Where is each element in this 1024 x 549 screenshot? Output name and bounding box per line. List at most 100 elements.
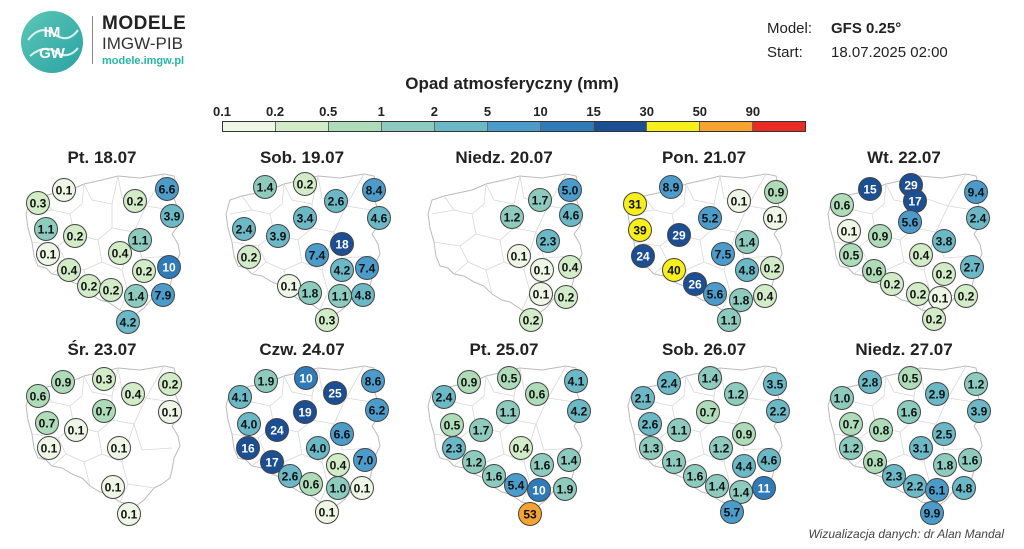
- precip-bubble: 3.4: [293, 206, 317, 230]
- precip-value: 4.8: [739, 264, 756, 278]
- precip-value: 2.4: [970, 212, 987, 226]
- precip-value: 1.2: [713, 442, 730, 456]
- precip-value: 1.2: [968, 378, 985, 392]
- precip-value: 2.3: [886, 470, 903, 484]
- precip-circle: [57, 258, 81, 282]
- region-border: [265, 239, 303, 271]
- precip-value: 7.4: [359, 262, 376, 276]
- legend-swatch: [753, 122, 805, 131]
- model-label: Model:: [767, 20, 813, 37]
- imgw-logo: IM GW: [21, 11, 83, 73]
- day-title: Wt. 22.07: [867, 148, 941, 167]
- precip-bubble: 0.4: [108, 241, 132, 265]
- precip-bubble: 6.6: [155, 177, 179, 201]
- precip-circle: [99, 278, 123, 302]
- precip-value: 39: [633, 224, 647, 238]
- precip-bubble: 1.4: [705, 474, 729, 498]
- precip-circle: [869, 418, 893, 442]
- precip-value: 2.4: [236, 223, 253, 237]
- precip-bubble: 5.2: [698, 206, 722, 230]
- precip-value: 15: [863, 183, 877, 197]
- precip-bubble: 18: [330, 232, 354, 256]
- legend-swatch: [276, 122, 329, 131]
- brand-url[interactable]: modele.imgw.pl: [102, 55, 185, 67]
- brand-title: MODELE: [102, 13, 187, 34]
- svg-text:IM: IM: [44, 24, 61, 41]
- precip-circle: [158, 400, 182, 424]
- precip-circle: [266, 224, 290, 248]
- precip-bubble: 7.4: [305, 243, 329, 267]
- precip-circle: [117, 502, 141, 526]
- precip-circle: [639, 436, 663, 460]
- precip-value: 1.2: [843, 442, 860, 456]
- precip-circle: [315, 308, 339, 332]
- precip-circle: [509, 436, 533, 460]
- precip-value: 0.1: [111, 442, 128, 456]
- precip-circle: [735, 258, 759, 282]
- precip-bubble: 17: [260, 450, 284, 474]
- precip-circle: [525, 382, 549, 406]
- precip-bubble: 10: [157, 255, 181, 279]
- precip-bubble: 0.7: [839, 412, 863, 436]
- precip-value: 1.1: [666, 456, 683, 470]
- region-border: [133, 423, 173, 451]
- precip-value: 2.5: [936, 428, 953, 442]
- precip-bubble: 0.7: [92, 399, 116, 423]
- day-title: Niedz. 27.07: [855, 340, 953, 359]
- precip-circle: [278, 464, 302, 488]
- precip-circle: [909, 436, 933, 460]
- precip-bubble: 0.2: [132, 259, 156, 283]
- precip-bubble: 1.2: [709, 436, 733, 460]
- poland-map: 1.4 0.2 8.4 2.6 4.6 3.4 2.4 3.9 18 7.4 0.2 7.4 4.2 0.…: [225, 172, 391, 332]
- legend-swatch: [647, 122, 700, 131]
- precip-bubble: 0.1: [727, 189, 751, 213]
- legend-swatch: [594, 122, 647, 131]
- precip-circle: [330, 232, 354, 256]
- precip-bubble: 0.4: [57, 258, 81, 282]
- precip-circle: [564, 369, 588, 393]
- precip-bubble: 3.1: [909, 436, 933, 460]
- precip-value: 1.2: [728, 388, 745, 402]
- precip-bubble: 8.9: [659, 175, 683, 199]
- precip-value: 5.6: [707, 288, 724, 302]
- precip-circle: [863, 450, 887, 474]
- precip-value: 25: [328, 387, 342, 401]
- precip-circle: [628, 218, 652, 242]
- precip-bubble: 19: [293, 400, 317, 424]
- precip-circle: [967, 399, 991, 423]
- precip-circle: [898, 210, 922, 234]
- precip-value: 1.6: [962, 454, 979, 468]
- precip-value: 4.4: [736, 460, 753, 474]
- day-title: Sob. 19.07: [259, 148, 345, 167]
- precip-circle: [631, 386, 655, 410]
- precip-value: 0.2: [136, 265, 153, 279]
- precip-bubble: 25: [323, 381, 347, 405]
- precip-bubble: 2.1: [631, 386, 655, 410]
- precip-circle: [365, 398, 389, 422]
- precip-bubble: 1.1: [34, 217, 58, 241]
- precip-circle: [260, 450, 284, 474]
- legend-tick: 0.5: [319, 104, 338, 119]
- precip-value: 0.1: [281, 280, 298, 294]
- precip-circle: [64, 418, 88, 442]
- precip-bubble: 1.9: [254, 369, 278, 393]
- precip-bubble: 0.2: [99, 278, 123, 302]
- precip-value: 5.7: [724, 506, 741, 520]
- precip-bubble: 10: [527, 478, 551, 502]
- region-border: [947, 205, 975, 211]
- precip-value: 8.4: [366, 184, 383, 198]
- precip-circle: [108, 241, 132, 265]
- region-border: [947, 397, 975, 403]
- precip-value: 4.0: [241, 418, 258, 432]
- precip-bubble: 31: [623, 192, 647, 216]
- region-border: [345, 205, 373, 211]
- precip-value: 1.4: [739, 236, 756, 250]
- precip-value: 1.9: [258, 375, 275, 389]
- precip-value: 4.6: [371, 212, 388, 226]
- precip-circle: [623, 192, 647, 216]
- precip-value: 4.6: [563, 209, 580, 223]
- precip-bubble: 0.1: [117, 502, 141, 526]
- precip-bubble: 7.5: [711, 242, 735, 266]
- precip-circle: [720, 500, 744, 524]
- precip-value: 53: [523, 508, 537, 522]
